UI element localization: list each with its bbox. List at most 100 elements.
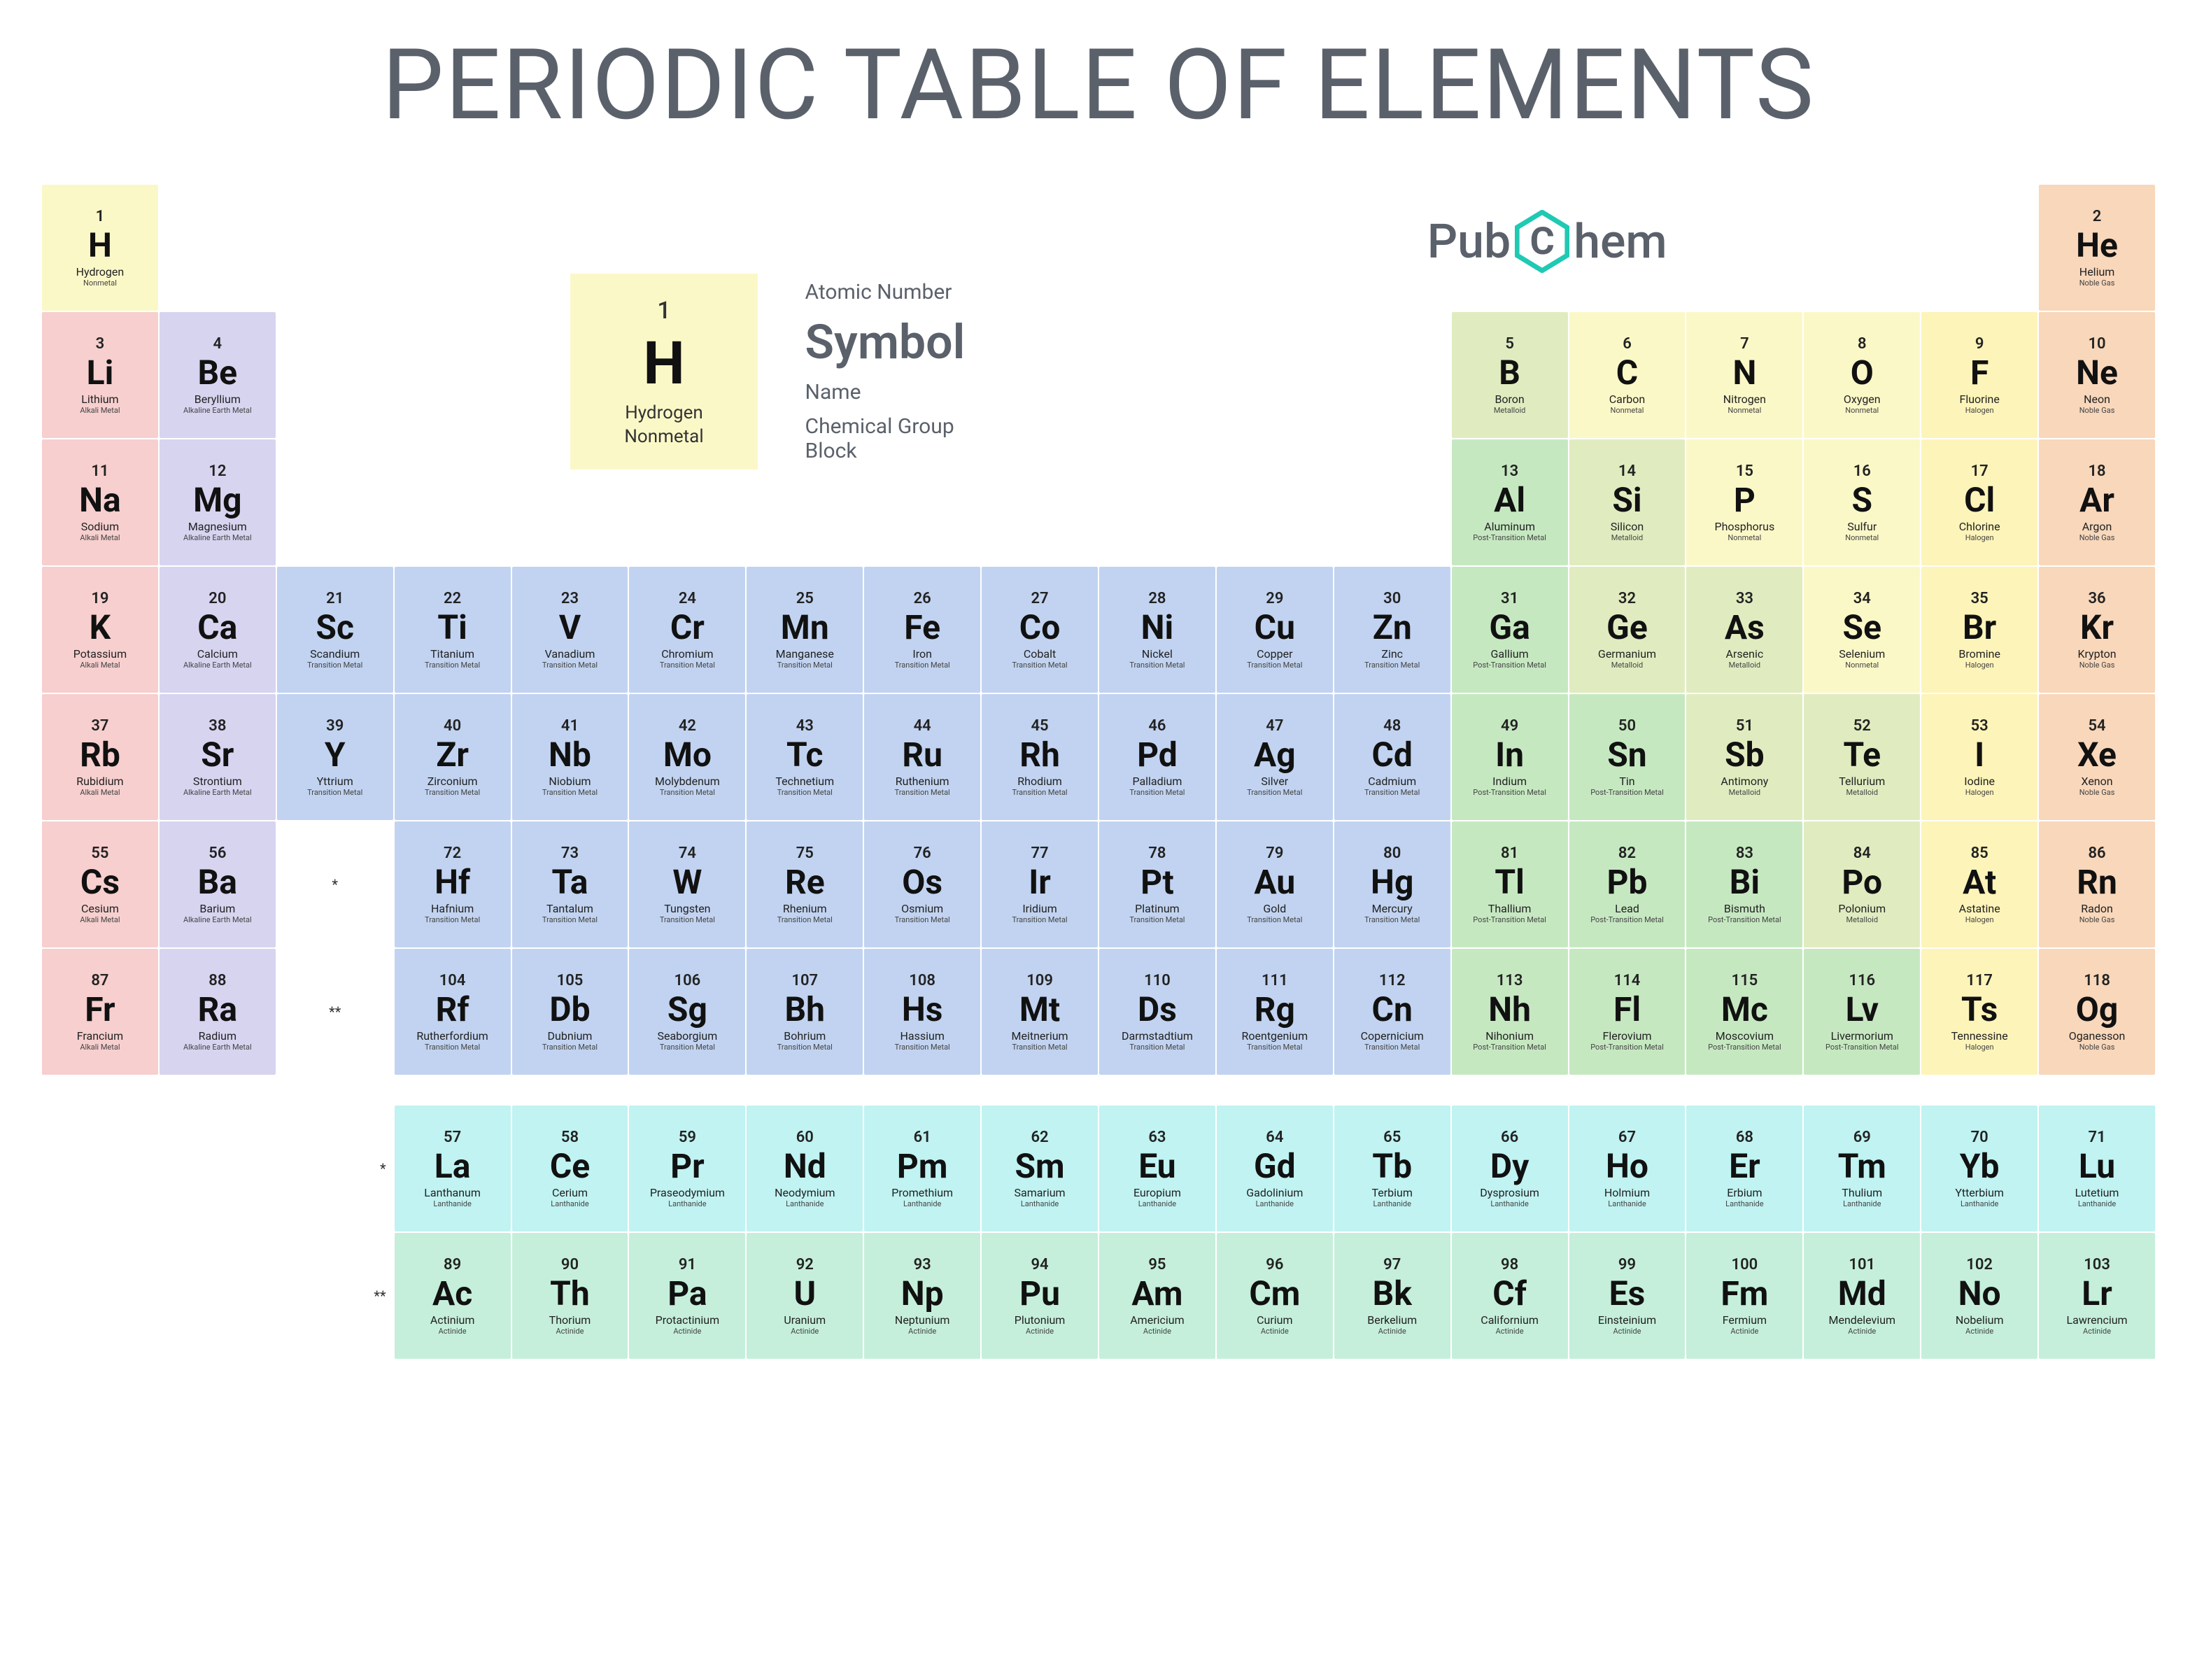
element-cell[interactable]: 77IrIridiumTransition Metal <box>982 821 1098 947</box>
element-cell[interactable]: 78PtPlatinumTransition Metal <box>1099 821 1215 947</box>
element-cell[interactable]: 73TaTantalumTransition Metal <box>512 821 628 947</box>
element-cell[interactable]: 58CeCeriumLanthanide <box>512 1106 628 1231</box>
element-cell[interactable]: 89AcActiniumActinide <box>395 1233 511 1359</box>
element-cell[interactable]: 108HsHassiumTransition Metal <box>864 949 980 1075</box>
element-cell[interactable]: 79AuGoldTransition Metal <box>1217 821 1333 947</box>
element-cell[interactable]: 40ZrZirconiumTransition Metal <box>395 694 511 820</box>
element-cell[interactable]: 82PbLeadPost-Transition Metal <box>1569 821 1686 947</box>
element-cell[interactable]: 45RhRhodiumTransition Metal <box>982 694 1098 820</box>
element-cell[interactable]: 15PPhosphorusNonmetal <box>1686 439 1802 565</box>
element-cell[interactable]: 46PdPalladiumTransition Metal <box>1099 694 1215 820</box>
element-cell[interactable]: 25MnManganeseTransition Metal <box>747 567 863 693</box>
element-cell[interactable]: 23VVanadiumTransition Metal <box>512 567 628 693</box>
element-cell[interactable]: 11NaSodiumAlkali Metal <box>42 439 158 565</box>
element-cell[interactable]: 99EsEinsteiniumActinide <box>1569 1233 1686 1359</box>
element-cell[interactable]: 6CCarbonNonmetal <box>1569 312 1686 438</box>
element-cell[interactable]: 20CaCalciumAlkaline Earth Metal <box>160 567 276 693</box>
element-cell[interactable]: 17ClChlorineHalogen <box>1921 439 2037 565</box>
element-cell[interactable]: 107BhBohriumTransition Metal <box>747 949 863 1075</box>
element-cell[interactable]: 28NiNickelTransition Metal <box>1099 567 1215 693</box>
element-cell[interactable]: 35BrBromineHalogen <box>1921 567 2037 693</box>
element-cell[interactable]: 8OOxygenNonmetal <box>1804 312 1920 438</box>
element-cell[interactable]: 115McMoscoviumPost-Transition Metal <box>1686 949 1802 1075</box>
element-cell[interactable]: 85AtAstatineHalogen <box>1921 821 2037 947</box>
element-cell[interactable]: 30ZnZincTransition Metal <box>1334 567 1450 693</box>
element-cell[interactable]: 116LvLivermoriumPost-Transition Metal <box>1804 949 1920 1075</box>
element-cell[interactable]: 87FrFranciumAlkali Metal <box>42 949 158 1075</box>
element-cell[interactable]: 14SiSiliconMetalloid <box>1569 439 1686 565</box>
element-cell[interactable]: 76OsOsmiumTransition Metal <box>864 821 980 947</box>
element-cell[interactable]: 38SrStrontiumAlkaline Earth Metal <box>160 694 276 820</box>
element-cell[interactable]: 19KPotassiumAlkali Metal <box>42 567 158 693</box>
element-cell[interactable]: 52TeTelluriumMetalloid <box>1804 694 1920 820</box>
element-cell[interactable]: 97BkBerkeliumActinide <box>1334 1233 1450 1359</box>
element-cell[interactable]: 69TmThuliumLanthanide <box>1804 1106 1920 1231</box>
element-cell[interactable]: 111RgRoentgeniumTransition Metal <box>1217 949 1333 1075</box>
element-cell[interactable]: 48CdCadmiumTransition Metal <box>1334 694 1450 820</box>
element-cell[interactable]: 74WTungstenTransition Metal <box>629 821 745 947</box>
element-cell[interactable]: 7NNitrogenNonmetal <box>1686 312 1802 438</box>
element-cell[interactable]: 106SgSeaborgiumTransition Metal <box>629 949 745 1075</box>
element-cell[interactable]: 29CuCopperTransition Metal <box>1217 567 1333 693</box>
element-cell[interactable]: 57LaLanthanumLanthanide <box>395 1106 511 1231</box>
element-cell[interactable]: 66DyDysprosiumLanthanide <box>1452 1106 1568 1231</box>
element-cell[interactable]: 13AlAluminumPost-Transition Metal <box>1452 439 1568 565</box>
element-cell[interactable]: 49InIndiumPost-Transition Metal <box>1452 694 1568 820</box>
element-cell[interactable]: 27CoCobaltTransition Metal <box>982 567 1098 693</box>
element-cell[interactable]: 70YbYtterbiumLanthanide <box>1921 1106 2037 1231</box>
element-cell[interactable]: 44RuRutheniumTransition Metal <box>864 694 980 820</box>
element-cell[interactable]: 51SbAntimonyMetalloid <box>1686 694 1802 820</box>
element-cell[interactable]: 80HgMercuryTransition Metal <box>1334 821 1450 947</box>
element-cell[interactable]: 1HHydrogenNonmetal <box>42 185 158 311</box>
element-cell[interactable]: 109MtMeitneriumTransition Metal <box>982 949 1098 1075</box>
element-cell[interactable]: 88RaRadiumAlkaline Earth Metal <box>160 949 276 1075</box>
element-cell[interactable]: 39YYttriumTransition Metal <box>277 694 393 820</box>
element-cell[interactable]: 94PuPlutoniumActinide <box>982 1233 1098 1359</box>
element-cell[interactable]: 37RbRubidiumAlkali Metal <box>42 694 158 820</box>
element-cell[interactable]: 64GdGadoliniumLanthanide <box>1217 1106 1333 1231</box>
element-cell[interactable]: 98CfCaliforniumActinide <box>1452 1233 1568 1359</box>
element-cell[interactable]: 83BiBismuthPost-Transition Metal <box>1686 821 1802 947</box>
element-cell[interactable]: 92UUraniumActinide <box>747 1233 863 1359</box>
element-cell[interactable]: 67HoHolmiumLanthanide <box>1569 1106 1686 1231</box>
element-cell[interactable]: 62SmSamariumLanthanide <box>982 1106 1098 1231</box>
element-cell[interactable]: 96CmCuriumActinide <box>1217 1233 1333 1359</box>
element-cell[interactable]: 113NhNihoniumPost-Transition Metal <box>1452 949 1568 1075</box>
element-cell[interactable]: 61PmPromethiumLanthanide <box>864 1106 980 1231</box>
element-cell[interactable]: 12MgMagnesiumAlkaline Earth Metal <box>160 439 276 565</box>
element-cell[interactable]: 4BeBerylliumAlkaline Earth Metal <box>160 312 276 438</box>
element-cell[interactable]: 22TiTitaniumTransition Metal <box>395 567 511 693</box>
element-cell[interactable]: 26FeIronTransition Metal <box>864 567 980 693</box>
element-cell[interactable]: 63EuEuropiumLanthanide <box>1099 1106 1215 1231</box>
element-cell[interactable]: 53IIodineHalogen <box>1921 694 2037 820</box>
element-cell[interactable]: 59PrPraseodymiumLanthanide <box>629 1106 745 1231</box>
element-cell[interactable]: 110DsDarmstadtiumTransition Metal <box>1099 949 1215 1075</box>
element-cell[interactable]: 72HfHafniumTransition Metal <box>395 821 511 947</box>
element-cell[interactable]: 50SnTinPost-Transition Metal <box>1569 694 1686 820</box>
element-cell[interactable]: 3LiLithiumAlkali Metal <box>42 312 158 438</box>
element-cell[interactable]: 103LrLawrenciumActinide <box>2039 1233 2155 1359</box>
element-cell[interactable]: 118OgOganessonNoble Gas <box>2039 949 2155 1075</box>
element-cell[interactable]: 9FFluorineHalogen <box>1921 312 2037 438</box>
element-cell[interactable]: 68ErErbiumLanthanide <box>1686 1106 1802 1231</box>
element-cell[interactable]: 5BBoronMetalloid <box>1452 312 1568 438</box>
element-cell[interactable]: 18ArArgonNoble Gas <box>2039 439 2155 565</box>
element-cell[interactable]: 60NdNeodymiumLanthanide <box>747 1106 863 1231</box>
element-cell[interactable]: 47AgSilverTransition Metal <box>1217 694 1333 820</box>
element-cell[interactable]: 34SeSeleniumNonmetal <box>1804 567 1920 693</box>
element-cell[interactable]: 93NpNeptuniumActinide <box>864 1233 980 1359</box>
element-cell[interactable]: 33AsArsenicMetalloid <box>1686 567 1802 693</box>
element-cell[interactable]: 65TbTerbiumLanthanide <box>1334 1106 1450 1231</box>
element-cell[interactable]: 71LuLutetiumLanthanide <box>2039 1106 2155 1231</box>
element-cell[interactable]: 91PaProtactiniumActinide <box>629 1233 745 1359</box>
element-cell[interactable]: 84PoPoloniumMetalloid <box>1804 821 1920 947</box>
element-cell[interactable]: 54XeXenonNoble Gas <box>2039 694 2155 820</box>
element-cell[interactable]: 90ThThoriumActinide <box>512 1233 628 1359</box>
element-cell[interactable]: 16SSulfurNonmetal <box>1804 439 1920 565</box>
element-cell[interactable]: 36KrKryptonNoble Gas <box>2039 567 2155 693</box>
element-cell[interactable]: 31GaGalliumPost-Transition Metal <box>1452 567 1568 693</box>
element-cell[interactable]: 24CrChromiumTransition Metal <box>629 567 745 693</box>
element-cell[interactable]: 101MdMendeleviumActinide <box>1804 1233 1920 1359</box>
element-cell[interactable]: 114FlFleroviumPost-Transition Metal <box>1569 949 1686 1075</box>
element-cell[interactable]: 32GeGermaniumMetalloid <box>1569 567 1686 693</box>
